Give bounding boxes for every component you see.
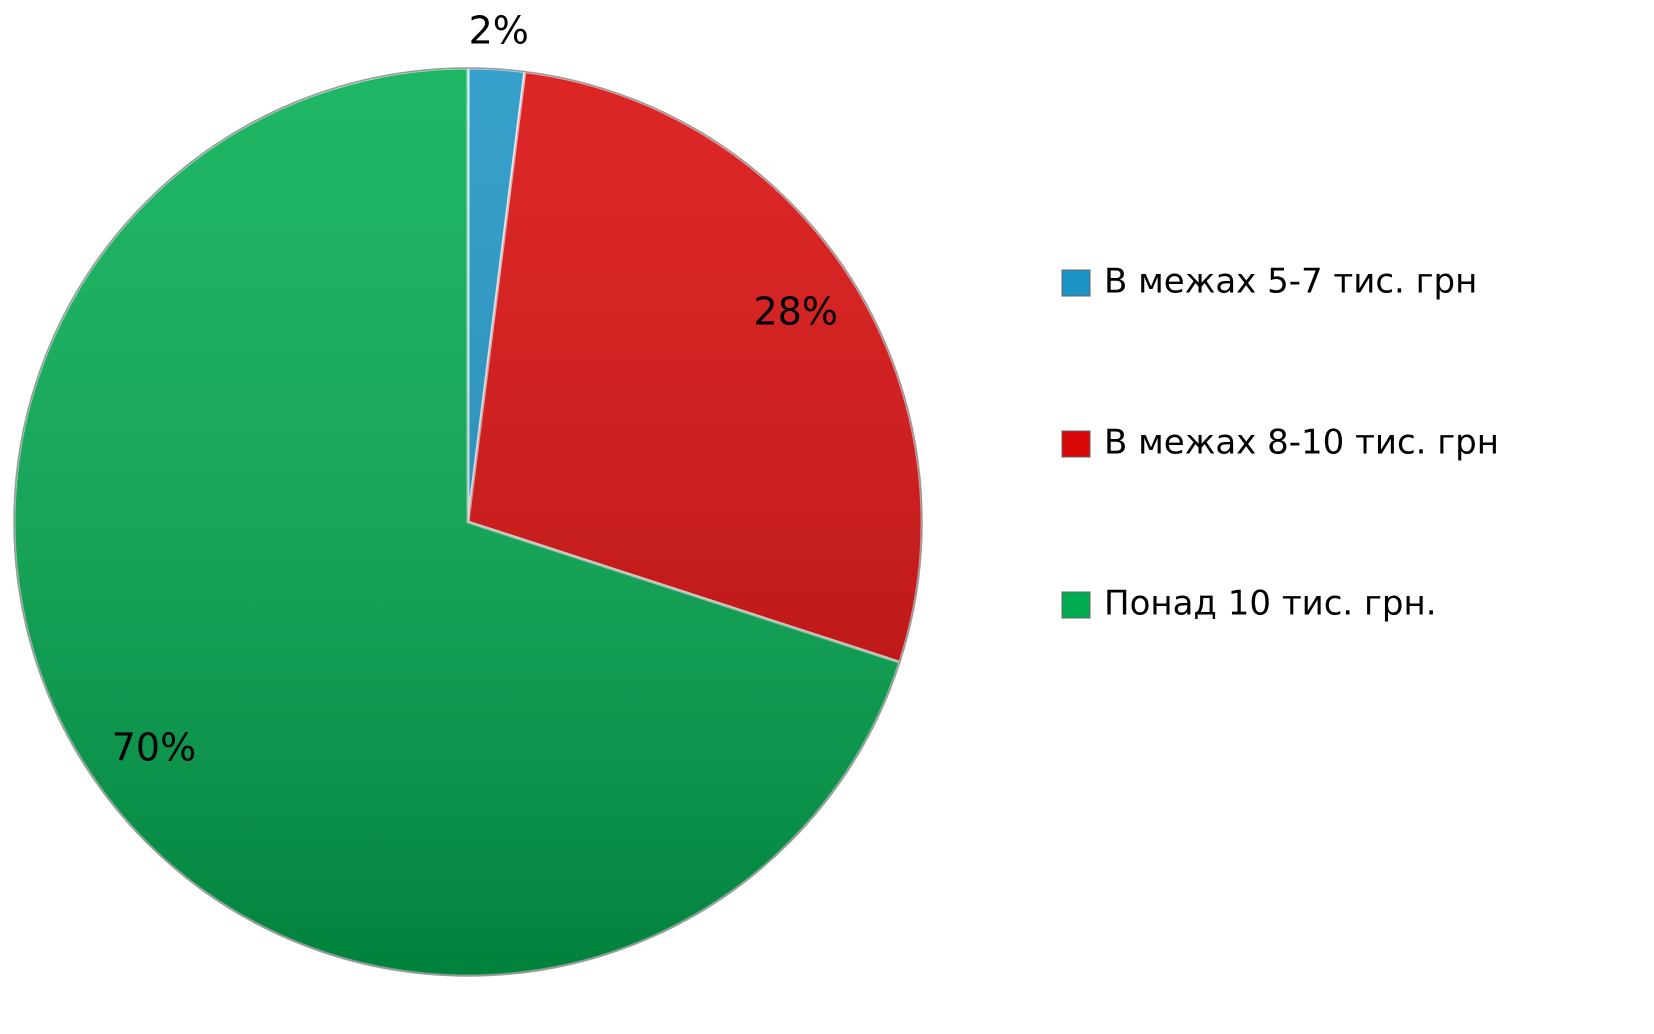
pie-outline: [13, 67, 923, 977]
legend-label: В межах 8-10 тис. грн: [1104, 423, 1499, 463]
data-label: 2%: [469, 8, 529, 52]
legend-swatch: [1061, 430, 1091, 458]
legend-swatch: [1061, 591, 1091, 619]
data-label: 28%: [754, 290, 838, 334]
data-label: 70%: [112, 726, 196, 770]
legend-label: В межах 5-7 тис. грн: [1104, 262, 1477, 302]
legend-swatch: [1061, 269, 1091, 297]
legend-label: Понад 10 тис. грн.: [1104, 584, 1437, 624]
